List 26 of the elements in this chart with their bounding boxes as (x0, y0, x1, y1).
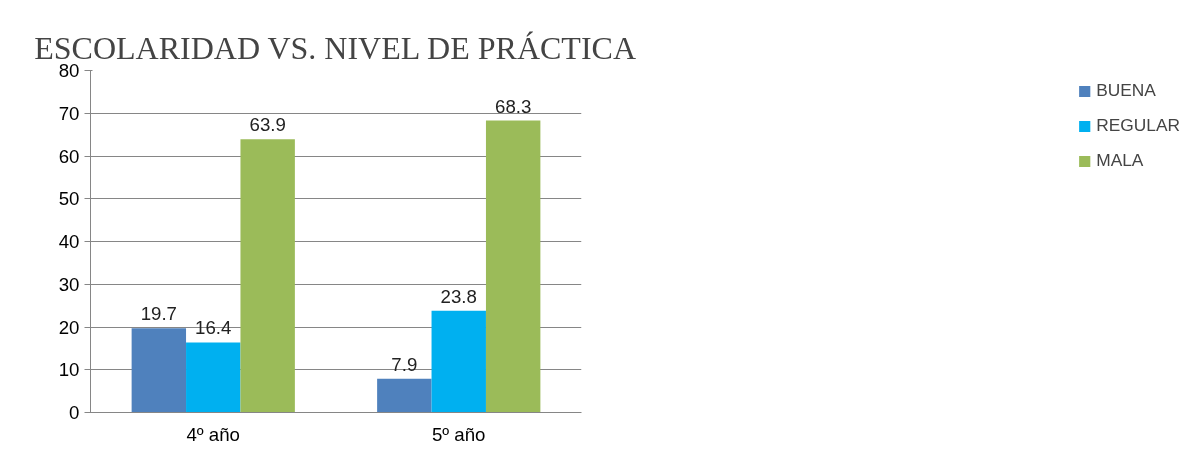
x-tick-label: 4º año (186, 423, 241, 445)
y-tick-label: 60 (58, 145, 80, 167)
legend-label: MALA (1096, 150, 1144, 171)
y-tick-label: 0 (69, 402, 80, 423)
legend-label: BUENA (1096, 80, 1156, 101)
y-tick-label: 40 (58, 231, 80, 252)
data-label: 63.9 (249, 114, 286, 136)
bar (485, 120, 541, 413)
bar (431, 310, 486, 413)
y-tick-label: 10 (58, 359, 80, 381)
y-tick-label: 50 (58, 188, 80, 210)
y-tick-label: 80 (58, 60, 80, 81)
y-tick-label: 20 (58, 316, 80, 338)
y-tick-label: 70 (58, 102, 80, 124)
data-label: 7.9 (391, 353, 418, 375)
x-tick-label: 5º año (432, 423, 486, 445)
data-label: 19.7 (140, 303, 177, 325)
legend-label: REGULAR (1096, 115, 1180, 136)
data-label: 16.4 (195, 317, 232, 339)
y-tick-label: 30 (58, 273, 80, 295)
bar (131, 328, 187, 413)
data-label: 68.3 (495, 95, 532, 117)
bar (377, 378, 432, 413)
bar (240, 139, 295, 413)
data-label: 23.8 (440, 285, 477, 307)
bar (186, 342, 241, 413)
